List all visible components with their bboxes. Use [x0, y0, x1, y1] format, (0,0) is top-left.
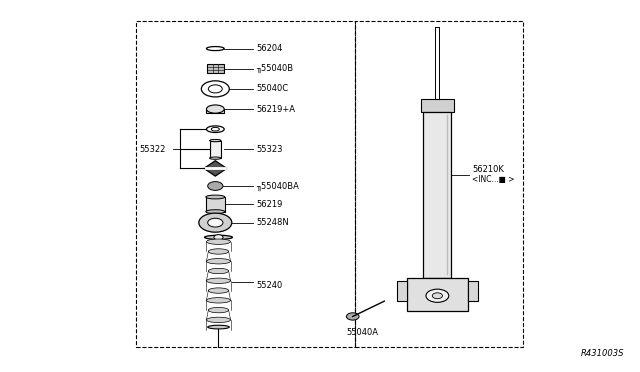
Bar	[355, 21, 523, 347]
Text: 55323: 55323	[257, 145, 283, 154]
Text: 56210K: 56210K	[472, 165, 504, 174]
Text: <INC...■ >: <INC...■ >	[472, 175, 515, 184]
Circle shape	[426, 289, 449, 302]
Text: R431003S: R431003S	[581, 349, 625, 358]
Bar	[210, 141, 221, 158]
Ellipse shape	[210, 157, 221, 159]
Text: ╖55040BA: ╖55040BA	[257, 182, 300, 190]
Text: 55322: 55322	[139, 145, 166, 154]
Ellipse shape	[207, 298, 230, 303]
Text: 55248N: 55248N	[257, 218, 289, 227]
Bar	[468, 281, 477, 301]
Text: 56204: 56204	[257, 44, 283, 53]
Circle shape	[208, 182, 223, 190]
Ellipse shape	[205, 235, 232, 239]
Polygon shape	[204, 161, 227, 176]
Circle shape	[346, 313, 359, 320]
Text: 56219+A: 56219+A	[257, 105, 296, 113]
Text: 56219: 56219	[257, 200, 283, 209]
Bar	[207, 109, 224, 113]
Ellipse shape	[206, 195, 225, 199]
Ellipse shape	[207, 239, 230, 244]
Ellipse shape	[209, 268, 228, 274]
Ellipse shape	[207, 317, 230, 323]
Ellipse shape	[207, 278, 230, 283]
Circle shape	[214, 235, 223, 240]
Ellipse shape	[207, 259, 230, 264]
Bar	[397, 281, 406, 301]
Ellipse shape	[209, 307, 228, 313]
Text: 55040C: 55040C	[257, 84, 289, 93]
Circle shape	[432, 293, 442, 299]
Bar	[406, 278, 468, 311]
Bar	[420, 99, 454, 112]
Ellipse shape	[208, 325, 229, 329]
Ellipse shape	[206, 210, 225, 214]
Bar	[424, 112, 451, 278]
Ellipse shape	[209, 288, 228, 293]
Ellipse shape	[210, 140, 221, 142]
Ellipse shape	[209, 249, 228, 254]
Text: 55040A: 55040A	[346, 328, 378, 337]
Circle shape	[199, 213, 232, 232]
Bar	[136, 21, 355, 347]
Bar	[206, 197, 225, 212]
Circle shape	[208, 218, 223, 227]
Text: ╖55040B: ╖55040B	[257, 64, 294, 73]
Bar	[207, 64, 223, 73]
Ellipse shape	[207, 105, 224, 113]
Text: 55240: 55240	[257, 281, 283, 291]
